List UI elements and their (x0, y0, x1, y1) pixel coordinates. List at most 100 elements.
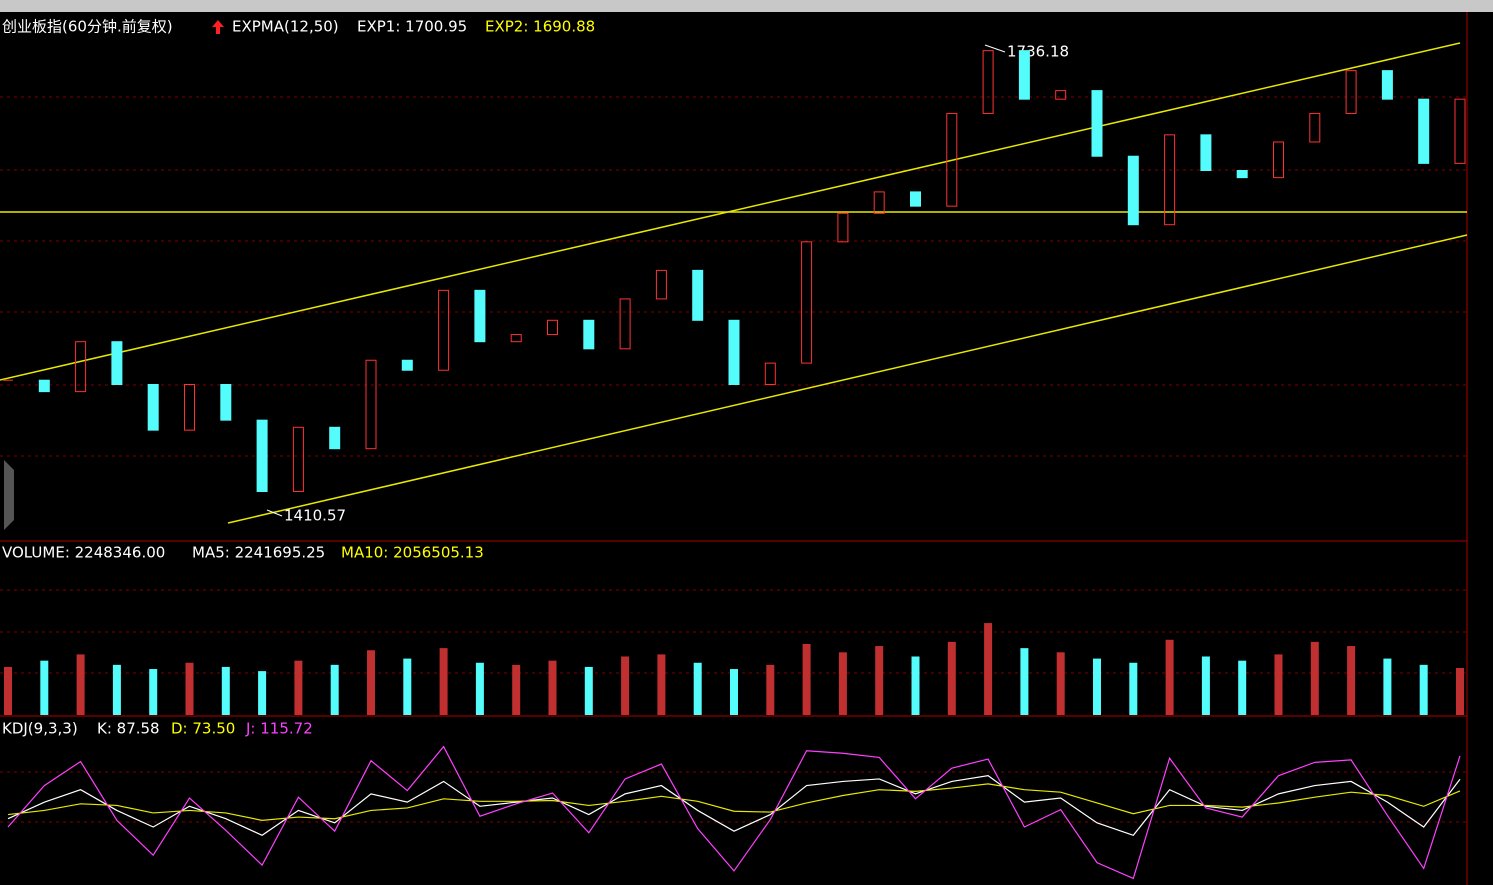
volume-bar (4, 666, 12, 715)
candle (873, 191, 885, 214)
candle (365, 359, 377, 450)
high-label: 1736.18 (1007, 43, 1069, 61)
ma5-label: MA5: 2241695.25 (192, 544, 325, 562)
volume-bar (1056, 652, 1065, 715)
candle (510, 334, 522, 343)
volume-bar (657, 654, 666, 715)
candle (1454, 98, 1466, 164)
candle (1418, 98, 1430, 164)
candle (220, 383, 232, 421)
candle (75, 341, 87, 393)
kdj-k-line (7, 774, 1461, 836)
candle (764, 362, 776, 385)
candle (583, 319, 595, 350)
volume-bar (403, 658, 412, 715)
candle (1127, 155, 1139, 226)
ma10-label: MA10: 2056505.13 (341, 544, 484, 562)
volume-bar (76, 654, 85, 715)
candle (728, 319, 740, 385)
volume-bar (367, 650, 375, 715)
volume-bar (1383, 658, 1392, 715)
volume-bar (1238, 660, 1247, 715)
volume-bar (911, 656, 920, 715)
volume-bar (221, 666, 230, 715)
candle (1055, 90, 1067, 100)
leader-line (266, 509, 283, 517)
candle (256, 419, 268, 492)
trend-channel (0, 42, 1468, 524)
volume-bar (838, 652, 847, 715)
candle (692, 269, 704, 321)
exp2-label: EXP2: 1690.88 (485, 18, 595, 36)
volume-bar (1310, 641, 1319, 715)
volume-bar (112, 664, 121, 715)
volume-bar (439, 648, 448, 715)
volume-bar (1093, 658, 1101, 715)
volume-bar (1456, 668, 1464, 715)
volume-bar (1020, 648, 1029, 715)
k-label: K: 87.58 (97, 720, 160, 738)
volume-bar (1274, 654, 1283, 715)
candle (910, 191, 921, 207)
candle (111, 341, 123, 385)
menu-bar[interactable] (0, 0, 1493, 12)
candle (292, 426, 304, 492)
j-label: J: 115.72 (245, 720, 313, 738)
candle (438, 289, 450, 371)
candle (1091, 90, 1103, 157)
candle (401, 359, 413, 371)
volume-bar (258, 671, 267, 715)
volume-bar (185, 662, 194, 715)
candle (329, 426, 341, 450)
volume-bar (294, 660, 303, 715)
candle (184, 383, 195, 431)
volume-bar (621, 656, 630, 715)
volume-bar (149, 669, 158, 715)
volume-bar (548, 660, 557, 715)
side-handle[interactable] (4, 460, 14, 530)
candle (1164, 134, 1176, 226)
volume-bar (584, 666, 593, 715)
candle (619, 298, 631, 350)
leader-line (984, 44, 1006, 53)
candle (474, 289, 486, 343)
candle (1309, 112, 1321, 143)
volume-bar (475, 662, 484, 715)
indicator-name: EXPMA(12,50) (232, 18, 339, 36)
candle (1345, 70, 1357, 114)
candle (837, 212, 849, 243)
candle (547, 319, 558, 336)
low-label: 1410.57 (284, 507, 346, 525)
kdj-label: KDJ(9,3,3) (2, 720, 78, 738)
candle (982, 50, 994, 114)
candle (1381, 70, 1393, 100)
candle (147, 383, 159, 431)
candle (946, 112, 958, 207)
up-arrow-icon (212, 20, 224, 34)
volume-bar (947, 641, 956, 715)
candle (1200, 134, 1212, 172)
kdj-d-line (7, 783, 1461, 821)
volume-bar (802, 643, 811, 715)
volume-bar (1201, 656, 1210, 715)
volume-label: VOLUME: 2248346.00 (2, 544, 165, 562)
candle (1273, 141, 1284, 179)
candle (1018, 50, 1030, 100)
volume-bar (330, 664, 339, 715)
volume-bar (875, 646, 884, 715)
candle (801, 241, 813, 364)
kdj-j-line (7, 745, 1461, 880)
candle (1236, 170, 1248, 179)
volume-bar (1419, 664, 1428, 715)
volume-bar (1129, 662, 1138, 715)
volume-bar (766, 664, 775, 715)
volume-bar (693, 662, 702, 715)
volume-bar (984, 623, 993, 715)
exp1-label: EXP1: 1700.95 (357, 18, 467, 36)
d-label: D: 73.50 (171, 720, 235, 738)
candle (38, 379, 50, 393)
volume-bar (1165, 639, 1174, 715)
volume-bar (1347, 646, 1356, 715)
